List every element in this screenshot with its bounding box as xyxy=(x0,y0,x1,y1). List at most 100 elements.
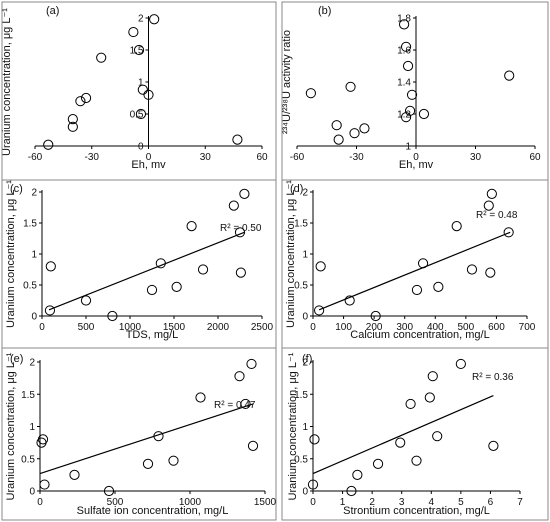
y-axis-label: Uranium concentration, μg L⁻¹ xyxy=(1,8,13,156)
data-point xyxy=(103,485,115,497)
data-point xyxy=(153,431,164,442)
data-point xyxy=(239,188,250,199)
x-tick-label: 0 xyxy=(310,322,316,333)
r-squared-label: R² = 0.48 xyxy=(476,210,518,221)
panel-f: 0 1 2 3 4 5 6 700.511.52(f)Strontium concentrat… xyxy=(281,347,549,521)
data-point xyxy=(232,134,243,145)
x-tick-label: 5 xyxy=(458,497,464,508)
data-point xyxy=(39,479,50,490)
data-point xyxy=(45,261,56,272)
x-axis-label: Eh, mv xyxy=(131,159,166,171)
data-point xyxy=(246,358,257,370)
data-point xyxy=(503,227,514,238)
y-tick-label: 0 xyxy=(31,312,37,323)
panel-label: (d) xyxy=(290,183,303,195)
x-tick-label: -30 xyxy=(349,152,364,163)
data-point xyxy=(69,469,80,480)
y-tick-label: 2 xyxy=(302,358,308,369)
data-point xyxy=(44,305,56,316)
data-point xyxy=(402,60,414,72)
x-tick-label: 0 xyxy=(413,152,419,163)
data-point xyxy=(168,455,179,466)
x-tick-label: 1000 xyxy=(179,497,202,508)
data-point xyxy=(171,281,182,292)
x-tick-label: 500 xyxy=(107,497,124,508)
data-point xyxy=(418,108,430,120)
data-point xyxy=(411,455,422,466)
data-point xyxy=(80,92,92,104)
data-point xyxy=(488,440,499,451)
data-point xyxy=(485,267,496,278)
trendline xyxy=(39,403,254,475)
data-point xyxy=(186,221,197,232)
data-point xyxy=(333,134,344,145)
data-point xyxy=(234,371,245,382)
y-axis-label: Uranium concentration, μg L⁻¹ xyxy=(5,352,17,500)
y-tick-label: 0 xyxy=(302,312,308,323)
x-tick-label: 1000 xyxy=(119,322,142,333)
x-tick-label: 400 xyxy=(427,322,444,333)
y-tick-label: 2 xyxy=(29,358,35,369)
data-point xyxy=(195,392,206,403)
panel-label: (e) xyxy=(10,353,23,365)
x-tick-label: 0 xyxy=(39,322,45,333)
data-point xyxy=(143,89,154,100)
data-point xyxy=(107,310,118,322)
y-tick-label: 1.5 xyxy=(23,219,37,230)
y-tick-label: 1.5 xyxy=(130,46,144,57)
data-point xyxy=(235,267,246,278)
data-point xyxy=(146,284,158,296)
x-tick-label: 100 xyxy=(335,322,352,333)
data-point xyxy=(135,108,147,120)
data-point xyxy=(37,434,49,445)
data-point xyxy=(504,70,515,81)
data-point xyxy=(305,88,316,99)
data-point xyxy=(451,221,462,232)
data-point xyxy=(405,398,416,410)
data-point xyxy=(155,258,166,269)
x-axis-label: TDS, mg/L xyxy=(126,329,179,341)
x-tick-label: 300 xyxy=(396,322,413,333)
x-tick-label: 2 xyxy=(369,497,375,508)
data-point xyxy=(411,284,423,296)
y-tick-label: 0 xyxy=(29,487,35,498)
x-axis-label: Strontium concentration, mg/L xyxy=(343,505,490,517)
trendline xyxy=(48,231,245,311)
x-tick-label: 30 xyxy=(200,152,212,163)
x-axis-label: Sulfate ion concentration, mg/L xyxy=(77,505,229,517)
data-point xyxy=(67,114,78,125)
x-tick-label: 1500 xyxy=(163,322,186,333)
data-point xyxy=(424,392,435,403)
x-tick-label: -60 xyxy=(290,152,305,163)
x-tick-label: 60 xyxy=(256,152,268,163)
x-tick-label: 4 xyxy=(429,497,435,508)
data-point xyxy=(247,440,259,451)
data-point xyxy=(372,458,384,470)
panel-label: (b) xyxy=(318,5,331,17)
y-tick-label: 1 xyxy=(302,422,308,433)
data-point xyxy=(455,358,466,370)
y-tick-label: 1.4 xyxy=(397,78,411,89)
x-tick-label: 0 xyxy=(310,497,316,508)
data-point xyxy=(133,44,145,56)
data-point xyxy=(307,479,319,490)
x-tick-label: 1500 xyxy=(254,497,277,508)
y-tick-label: 0.5 xyxy=(23,281,37,292)
y-axis-label: Uranium concentration, μg L⁻¹ xyxy=(5,180,17,328)
data-point xyxy=(404,105,416,116)
panel-label: (a) xyxy=(46,5,59,17)
data-point xyxy=(142,458,154,470)
data-point xyxy=(346,485,357,497)
data-point xyxy=(345,81,356,92)
x-tick-label: 60 xyxy=(529,152,541,163)
data-point xyxy=(314,305,325,316)
y-tick-label: 1.5 xyxy=(294,390,308,401)
y-tick-label: 0.5 xyxy=(294,281,308,292)
data-point xyxy=(359,123,370,134)
data-point xyxy=(344,295,355,306)
panel-c: 0 500 1000 1500 2000 2500 0 0.5 1 1.5 2 (c) TDS, mg/… xyxy=(1,179,277,349)
panel-border xyxy=(281,347,549,521)
data-point xyxy=(352,469,363,480)
x-tick-label: 600 xyxy=(488,322,505,333)
data-point xyxy=(43,139,54,150)
